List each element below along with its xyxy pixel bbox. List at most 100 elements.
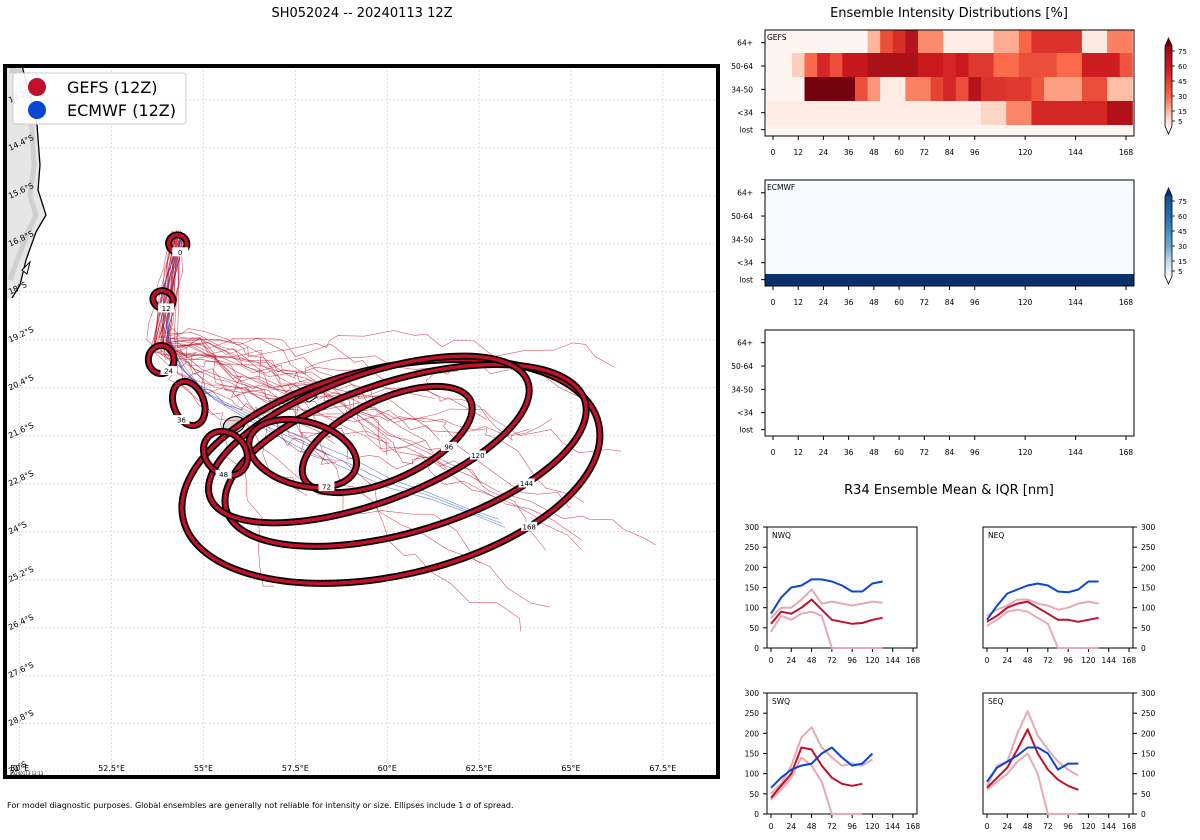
map-lon-tick: 60°E	[378, 764, 397, 773]
heat-xtick-label: 36	[844, 298, 854, 307]
r34-nwq-xtick-label: 144	[886, 656, 901, 665]
gefs-heat-cell	[968, 77, 982, 101]
gefs-colorbar-segment	[1165, 86, 1172, 89]
r34-seq-panel: 0 50 100 150 200 250 300 0 24 48 72 96 120 144 168 SEQ	[982, 689, 1156, 831]
ecmwf-colorbar-segment	[1165, 238, 1172, 241]
gefs-heat-cell	[1119, 53, 1133, 77]
heat-xtick-label: 36	[844, 148, 854, 157]
third-panel-frame	[764, 329, 1135, 437]
gefs-heat-cell	[943, 30, 957, 53]
ecmwf-colorbar-segment	[1165, 254, 1172, 257]
ellipse-48h	[201, 429, 250, 478]
heat-ytick-label: 34-50	[731, 85, 753, 94]
gefs-heat-cell	[917, 101, 932, 125]
gefs-heat-cell	[779, 53, 793, 77]
gefs-heat-cell	[1031, 101, 1045, 125]
gefs-colorbar: 5 15 30 45 60 75	[1164, 37, 1187, 135]
r34-nwq-ytick-label: 0	[754, 644, 759, 653]
gefs-heat-cell	[1119, 30, 1133, 53]
ecmwf-colorbar-segment	[1165, 208, 1172, 211]
heat-xtick-label: 60	[894, 448, 904, 457]
r34-swq-ytick-label: 100	[745, 770, 760, 779]
gefs-heat-cell	[968, 53, 982, 77]
gefs-heat-cell	[892, 53, 906, 77]
gefs-colorbar-tick-label: 15	[1178, 108, 1187, 116]
r34-neq-panel: 0 50 100 150 200 250 300 0 24 48 72 96 120 144 168 NEQ	[982, 523, 1156, 665]
gefs-heat-cell	[829, 77, 843, 101]
heat-ytick-label: 64+	[737, 39, 753, 48]
heat-xtick-label: 60	[894, 148, 904, 157]
gefs-heat-cell	[1081, 101, 1095, 125]
map-lon-tick: 67.5°E	[649, 764, 676, 773]
heat-xtick-label: 120	[1018, 448, 1033, 457]
heat-ytick-label: <34	[737, 259, 753, 268]
gefs-heat-cell	[917, 53, 932, 77]
gefs-member-track	[163, 239, 493, 375]
map-lon-tick: 50°E	[10, 764, 29, 773]
gefs-heat-cell	[1107, 125, 1121, 136]
gefs-heat-cell	[1018, 30, 1032, 53]
gefs-heat-cell	[854, 125, 869, 136]
gefs-colorbar-segment	[1165, 68, 1172, 71]
gefs-heat-cell	[829, 53, 843, 77]
r34-nwq-frame	[766, 526, 918, 649]
ecmwf-colorbar-segment	[1165, 242, 1172, 245]
heat-xtick-label: 84	[945, 448, 955, 457]
third-intensity-panel: 64+ 50-64 34-50 <34 lost 0 12 24 36 48 60 72 84 96 120…	[731, 329, 1135, 457]
ecmwf-colorbar-segment	[1165, 218, 1172, 221]
gefs-member-track	[162, 230, 593, 403]
gefs-colorbar-segment	[1165, 98, 1172, 101]
gefs-colorbar-segment	[1165, 74, 1172, 77]
gefs-heat-cell	[1094, 125, 1108, 136]
ecmwf-colorbar-segment	[1165, 206, 1172, 209]
gefs-heat-cell	[968, 125, 982, 136]
ellipse-12h-label: 12	[162, 305, 171, 313]
gefs-heat-cell	[880, 77, 894, 101]
r34-swq-xtick-label: 72	[827, 822, 837, 831]
gefs-colorbar-tick-label: 45	[1178, 78, 1187, 86]
ellipse-label-bg	[521, 521, 538, 531]
r34-nwq-gefs-mean-line	[770, 598, 883, 625]
map-title: SH052024 -- 20240113 12Z	[271, 6, 452, 21]
ellipse-label-bg	[215, 469, 232, 479]
gefs-heat-cell	[854, 101, 869, 125]
ecmwf-heat-cell-lost	[765, 274, 1134, 286]
ecmwf-colorbar-segment	[1165, 268, 1172, 271]
r34-swq-panel: 0 50 100 150 200 250 300 0 24 48 72 96 120 144 168 SWQ	[745, 689, 921, 831]
r34-swq-ytick-label: 300	[745, 689, 760, 698]
heat-xtick-label: 144	[1068, 448, 1083, 457]
r34-seq-ytick-label: 200	[1141, 729, 1156, 738]
r34-neq-xtick-label: 48	[1023, 656, 1033, 665]
gefs-colorbar-segment	[1165, 60, 1172, 63]
ecmwf-panel-label: ECMWF	[767, 183, 795, 192]
r34-seq-label: SEQ	[988, 697, 1003, 706]
gefs-member-track	[153, 238, 387, 455]
ecmwf-colorbar-segment	[1165, 204, 1172, 207]
r34-swq-ytick-label: 200	[745, 729, 760, 738]
heat-xtick-label: 72	[920, 148, 930, 157]
heat-xtick-label: 60	[894, 298, 904, 307]
ecmwf-colorbar-segment	[1165, 224, 1172, 227]
heat-xtick-label: 120	[1018, 148, 1033, 157]
heat-xtick-label: 96	[970, 448, 980, 457]
gefs-heat-cell	[804, 101, 818, 125]
gefs-intensity-panel: 64+ 50-64 34-50 <34 lost 0 12 24 36 48 60 72 84 96 120…	[731, 29, 1135, 157]
gefs-heat-cell	[791, 30, 806, 53]
gefs-heat-cell	[817, 125, 831, 136]
r34-nwq-xtick-label: 96	[847, 656, 857, 665]
heat-xtick-label: 120	[1018, 298, 1033, 307]
r34-neq-xtick-label: 24	[1003, 656, 1013, 665]
heat-xtick-label: 12	[793, 148, 803, 157]
gefs-colorbar-segment	[1165, 66, 1172, 69]
r34-seq-ytick-label: 150	[1141, 750, 1156, 759]
r34-swq-ytick-label: 0	[754, 810, 759, 819]
gefs-heat-cell	[854, 77, 869, 101]
ecmwf-colorbar-segment	[1165, 234, 1172, 237]
gefs-heat-cell	[842, 30, 856, 53]
ecmwf-colorbar-tick-label: 15	[1178, 258, 1187, 266]
r34-nwq-ytick-label: 300	[745, 523, 760, 532]
gefs-heat-cell	[791, 101, 806, 125]
heat-xtick-label: 0	[771, 298, 776, 307]
gefs-heat-cell	[1069, 101, 1083, 125]
gefs-colorbar-segment	[1165, 70, 1172, 73]
